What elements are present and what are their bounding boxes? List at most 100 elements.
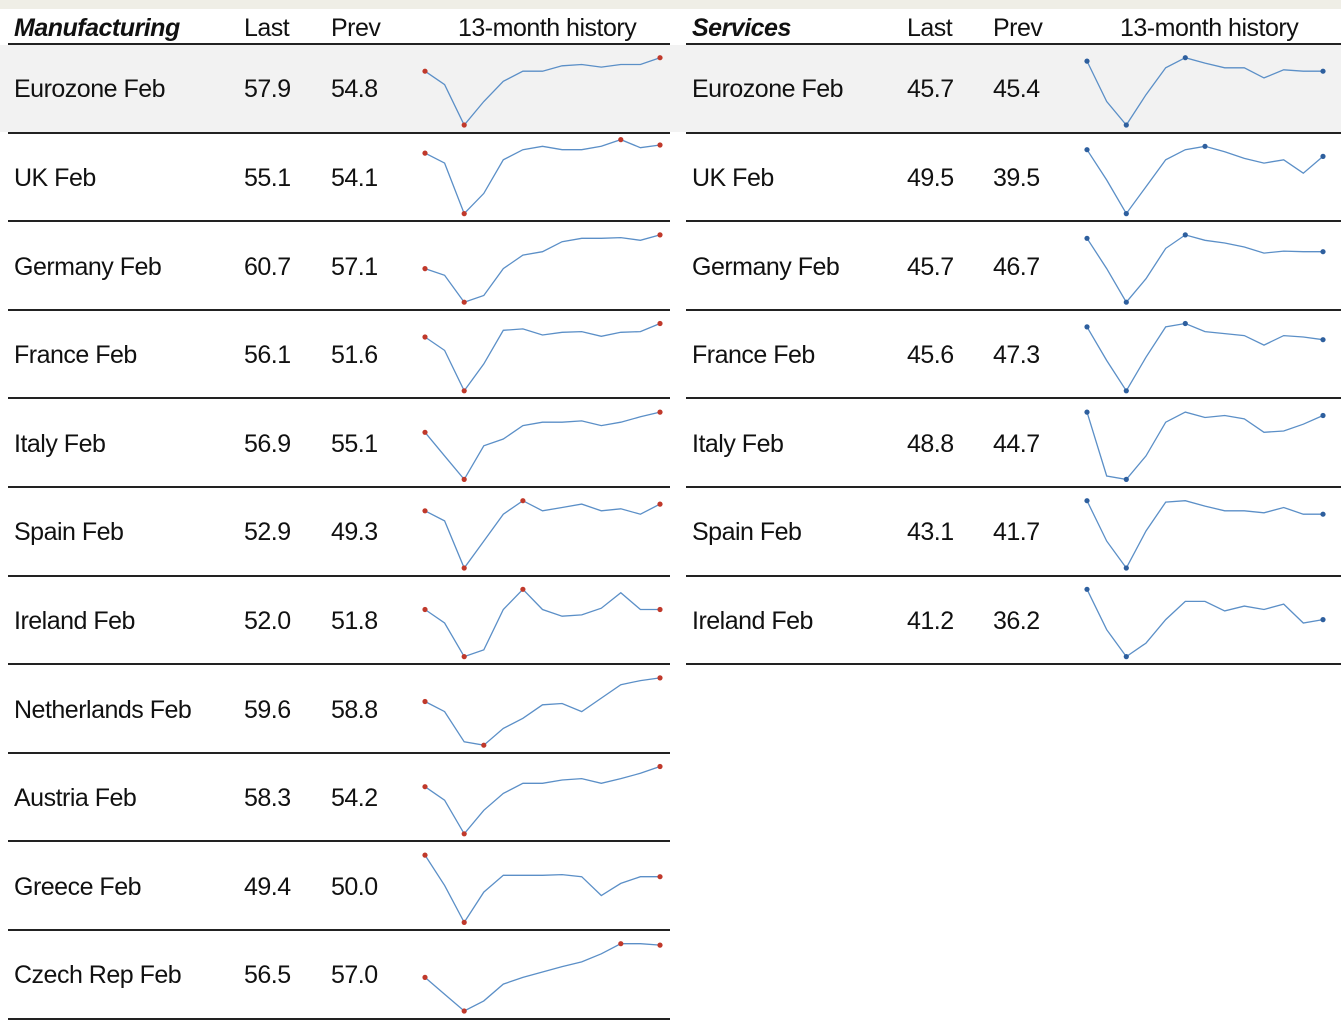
services-sparkline-marker — [1084, 58, 1090, 64]
manufacturing-sparkline-marker — [657, 501, 663, 507]
manufacturing-last-value: 60.7 — [244, 252, 291, 281]
manufacturing-row-rule — [8, 1017, 670, 1020]
services-sparkline-marker — [1320, 511, 1326, 517]
manufacturing-last-value: 55.1 — [244, 163, 291, 192]
manufacturing-history-header: 13-month history — [458, 14, 637, 42]
manufacturing-row-rule — [8, 751, 670, 754]
services-sparkline-marker — [1320, 617, 1326, 623]
manufacturing-last-value: 57.9 — [244, 75, 291, 104]
manufacturing-sparkline-marker — [422, 852, 428, 858]
manufacturing-last-value: 56.5 — [244, 961, 291, 990]
manufacturing-sparkline-czech-rep — [424, 943, 661, 1012]
manufacturing-sparkline-ireland — [424, 588, 660, 658]
services-sparkline-marker — [1084, 498, 1090, 504]
services-row-label: UK Feb — [692, 163, 774, 192]
manufacturing-sparkline-marker — [461, 122, 467, 128]
manufacturing-row-label: Ireland Feb — [14, 606, 135, 635]
manufacturing-last-value: 52.0 — [244, 606, 291, 635]
services-row-rule — [686, 308, 1341, 311]
services-prev-value: 47.3 — [993, 341, 1040, 370]
services-row-rule — [686, 220, 1341, 223]
services-prev-value: 41.7 — [993, 518, 1040, 547]
services-row-rule — [686, 574, 1341, 577]
manufacturing-row-label: Greece Feb — [14, 872, 142, 901]
manufacturing-sparkline-italy — [424, 411, 661, 481]
services-sparkline-marker — [1123, 211, 1129, 217]
services-header-rule — [686, 43, 1341, 45]
manufacturing-sparkline-netherlands — [424, 677, 661, 746]
manufacturing-row-rule — [8, 220, 670, 223]
services-sparkline-marker — [1084, 409, 1090, 415]
services-sparkline-eurozone — [1086, 57, 1323, 127]
manufacturing-sparkline-marker — [657, 942, 663, 948]
manufacturing-row-label: UK Feb — [14, 163, 96, 192]
manufacturing-last-value: 52.9 — [244, 518, 291, 547]
services-header: Services — [692, 14, 791, 42]
manufacturing-sparkline-marker — [461, 299, 467, 305]
manufacturing-sparkline-marker — [461, 654, 467, 660]
services-row-label: Eurozone Feb — [692, 75, 844, 104]
services-last-value: 49.5 — [907, 163, 954, 192]
services-sparkline-marker — [1123, 388, 1129, 394]
manufacturing-prev-value: 55.1 — [331, 429, 378, 458]
manufacturing-sparkline-marker — [461, 388, 467, 394]
manufacturing-sparkline-marker — [422, 429, 428, 435]
services-prev-value: 36.2 — [993, 606, 1040, 635]
services-sparkline-italy — [1086, 411, 1324, 481]
services-row-rule — [686, 131, 1341, 134]
services-prev-header: Prev — [993, 14, 1043, 42]
manufacturing-sparkline-marker — [481, 742, 487, 748]
services-row-rule — [686, 486, 1341, 488]
services-sparkline-marker — [1320, 153, 1326, 159]
services-sparkline-marker — [1320, 249, 1326, 255]
manufacturing-sparkline-marker — [657, 874, 663, 880]
services-sparkline-germany — [1086, 234, 1323, 304]
manufacturing-sparkline-marker — [422, 334, 428, 340]
manufacturing-sparkline-marker — [461, 919, 467, 926]
services-sparkline-marker — [1320, 412, 1326, 419]
manufacturing-sparkline-marker — [520, 498, 526, 504]
services-sparkline-marker — [1320, 68, 1326, 74]
manufacturing-row-rule — [8, 663, 670, 666]
services-last-header: Last — [907, 14, 953, 42]
services-sparkline-ireland — [1086, 589, 1324, 658]
services-last-value: 45.7 — [907, 75, 954, 104]
manufacturing-row-rule — [8, 840, 670, 843]
services-sparkline-marker — [1084, 235, 1090, 241]
manufacturing-prev-value: 57.0 — [331, 961, 378, 990]
manufacturing-sparkline-marker — [657, 763, 663, 770]
manufacturing-header: Manufacturing — [14, 14, 180, 42]
services-sparkline-marker — [1084, 586, 1090, 592]
manufacturing-sparkline-marker — [657, 55, 663, 61]
manufacturing-sparkline-marker — [422, 974, 428, 981]
manufacturing-sparkline-germany — [424, 234, 661, 303]
manufacturing-last-value: 58.3 — [244, 784, 291, 813]
services-sparkline-marker — [1084, 147, 1090, 153]
manufacturing-sparkline-marker — [422, 508, 428, 514]
manufacturing-sparkline-marker — [657, 409, 663, 415]
top-strip — [0, 0, 1341, 9]
services-sparkline-marker — [1182, 320, 1188, 327]
services-sparkline-france — [1086, 322, 1324, 393]
manufacturing-sparkline-marker — [461, 565, 467, 571]
manufacturing-sparkline-marker — [657, 232, 663, 238]
services-sparkline-marker — [1123, 654, 1129, 660]
manufacturing-row-rule — [8, 929, 670, 931]
services-history-header: 13-month history — [1120, 14, 1299, 42]
manufacturing-prev-value: 51.8 — [331, 606, 378, 635]
manufacturing-sparkline-greece — [424, 854, 660, 924]
manufacturing-sparkline-marker — [422, 784, 428, 790]
services-sparkline-marker — [1123, 476, 1129, 482]
services-sparkline-marker — [1123, 565, 1129, 571]
manufacturing-sparkline-marker — [657, 142, 663, 148]
services-last-value: 41.2 — [907, 606, 954, 635]
manufacturing-prev-value: 51.6 — [331, 341, 378, 370]
services-prev-value: 39.5 — [993, 163, 1040, 192]
manufacturing-sparkline-marker — [657, 675, 663, 681]
manufacturing-prev-value: 54.2 — [331, 784, 378, 813]
manufacturing-prev-value: 58.8 — [331, 695, 378, 724]
manufacturing-sparkline-eurozone — [424, 57, 661, 127]
manufacturing-prev-header: Prev — [331, 14, 381, 42]
highlight-row-background — [0, 45, 1341, 132]
